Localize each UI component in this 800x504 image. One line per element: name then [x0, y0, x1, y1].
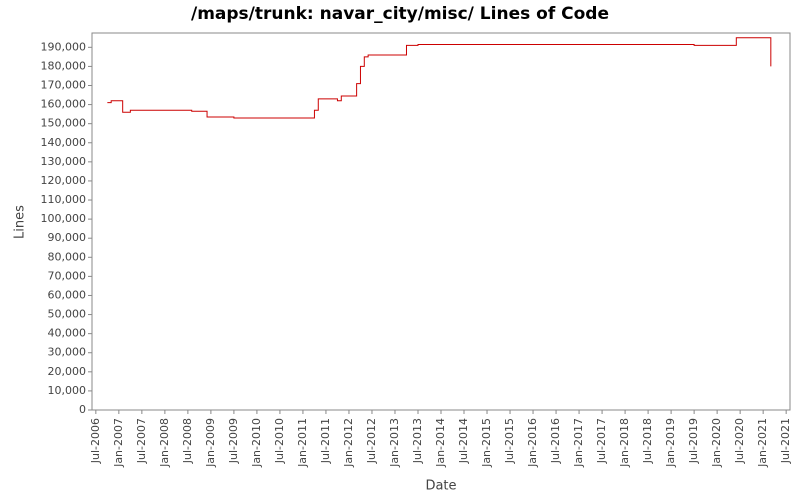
x-tick-label: Jul-2017 — [595, 418, 608, 464]
x-tick-label: Jul-2014 — [457, 418, 470, 464]
x-tick-label: Jul-2007 — [135, 418, 148, 464]
x-tick-label: Jul-2013 — [411, 418, 424, 464]
x-axis-label: Date — [425, 479, 456, 494]
x-tick-label: Jul-2018 — [641, 418, 654, 464]
y-tick-label: 130,000 — [41, 155, 87, 168]
x-tick-label: Jan-2015 — [480, 418, 493, 468]
y-tick-label: 40,000 — [48, 327, 87, 340]
y-tick-label: 120,000 — [41, 174, 87, 187]
x-tick-label: Jan-2009 — [204, 418, 217, 468]
x-tick-label: Jul-2012 — [365, 418, 378, 464]
x-tick-label: Jan-2008 — [158, 418, 171, 468]
y-tick-label: 150,000 — [41, 117, 87, 130]
y-tick-label: 180,000 — [41, 59, 87, 72]
x-tick-label: Jul-2011 — [319, 418, 332, 464]
y-tick-label: 190,000 — [41, 40, 87, 53]
x-tick-label: Jan-2021 — [756, 418, 769, 468]
x-tick-label: Jul-2020 — [733, 418, 746, 464]
y-axis-label: Lines — [13, 205, 28, 239]
y-tick-label: 50,000 — [48, 308, 87, 321]
x-tick-label: Jan-2013 — [388, 418, 401, 468]
x-tick-label: Jan-2007 — [112, 418, 125, 468]
y-tick-label: 90,000 — [48, 231, 87, 244]
y-tick-label: 20,000 — [48, 365, 87, 378]
x-tick-label: Jan-2016 — [526, 418, 539, 468]
chart-title: /maps/trunk: navar_city/misc/ Lines of C… — [191, 4, 609, 24]
y-tick-label: 170,000 — [41, 78, 87, 91]
x-tick-label: Jan-2019 — [664, 418, 677, 468]
y-tick-label: 110,000 — [41, 193, 87, 206]
x-tick-label: Jan-2014 — [434, 418, 447, 468]
y-tick-label: 160,000 — [41, 98, 87, 111]
x-tick-label: Jan-2011 — [296, 418, 309, 468]
x-tick-label: Jan-2010 — [250, 418, 263, 468]
x-tick-label: Jul-2008 — [181, 418, 194, 464]
y-tick-label: 100,000 — [41, 212, 87, 225]
plot-area — [91, 32, 791, 411]
x-tick-label: Jul-2016 — [549, 418, 562, 464]
x-tick-label: Jul-2010 — [273, 418, 286, 464]
x-tick-label: Jul-2021 — [779, 418, 792, 464]
x-tick-label: Jan-2017 — [572, 418, 585, 468]
x-tick-label: Jul-2019 — [687, 418, 700, 464]
y-tick-label: 140,000 — [41, 136, 87, 149]
x-tick-label: Jul-2015 — [503, 418, 516, 464]
x-tick-label: Jan-2020 — [710, 418, 723, 468]
y-tick-label: 80,000 — [48, 250, 87, 263]
y-tick-label: 0 — [79, 403, 86, 416]
data-line — [107, 37, 772, 119]
y-tick-label: 10,000 — [48, 384, 87, 397]
y-tick-label: 70,000 — [48, 269, 87, 282]
x-tick-label: Jan-2012 — [342, 418, 355, 468]
x-tick-label: Jul-2006 — [89, 418, 102, 464]
y-tick-label: 60,000 — [48, 288, 87, 301]
x-tick-label: Jul-2009 — [227, 418, 240, 464]
x-tick-label: Jan-2018 — [618, 418, 631, 468]
y-tick-label: 30,000 — [48, 346, 87, 359]
